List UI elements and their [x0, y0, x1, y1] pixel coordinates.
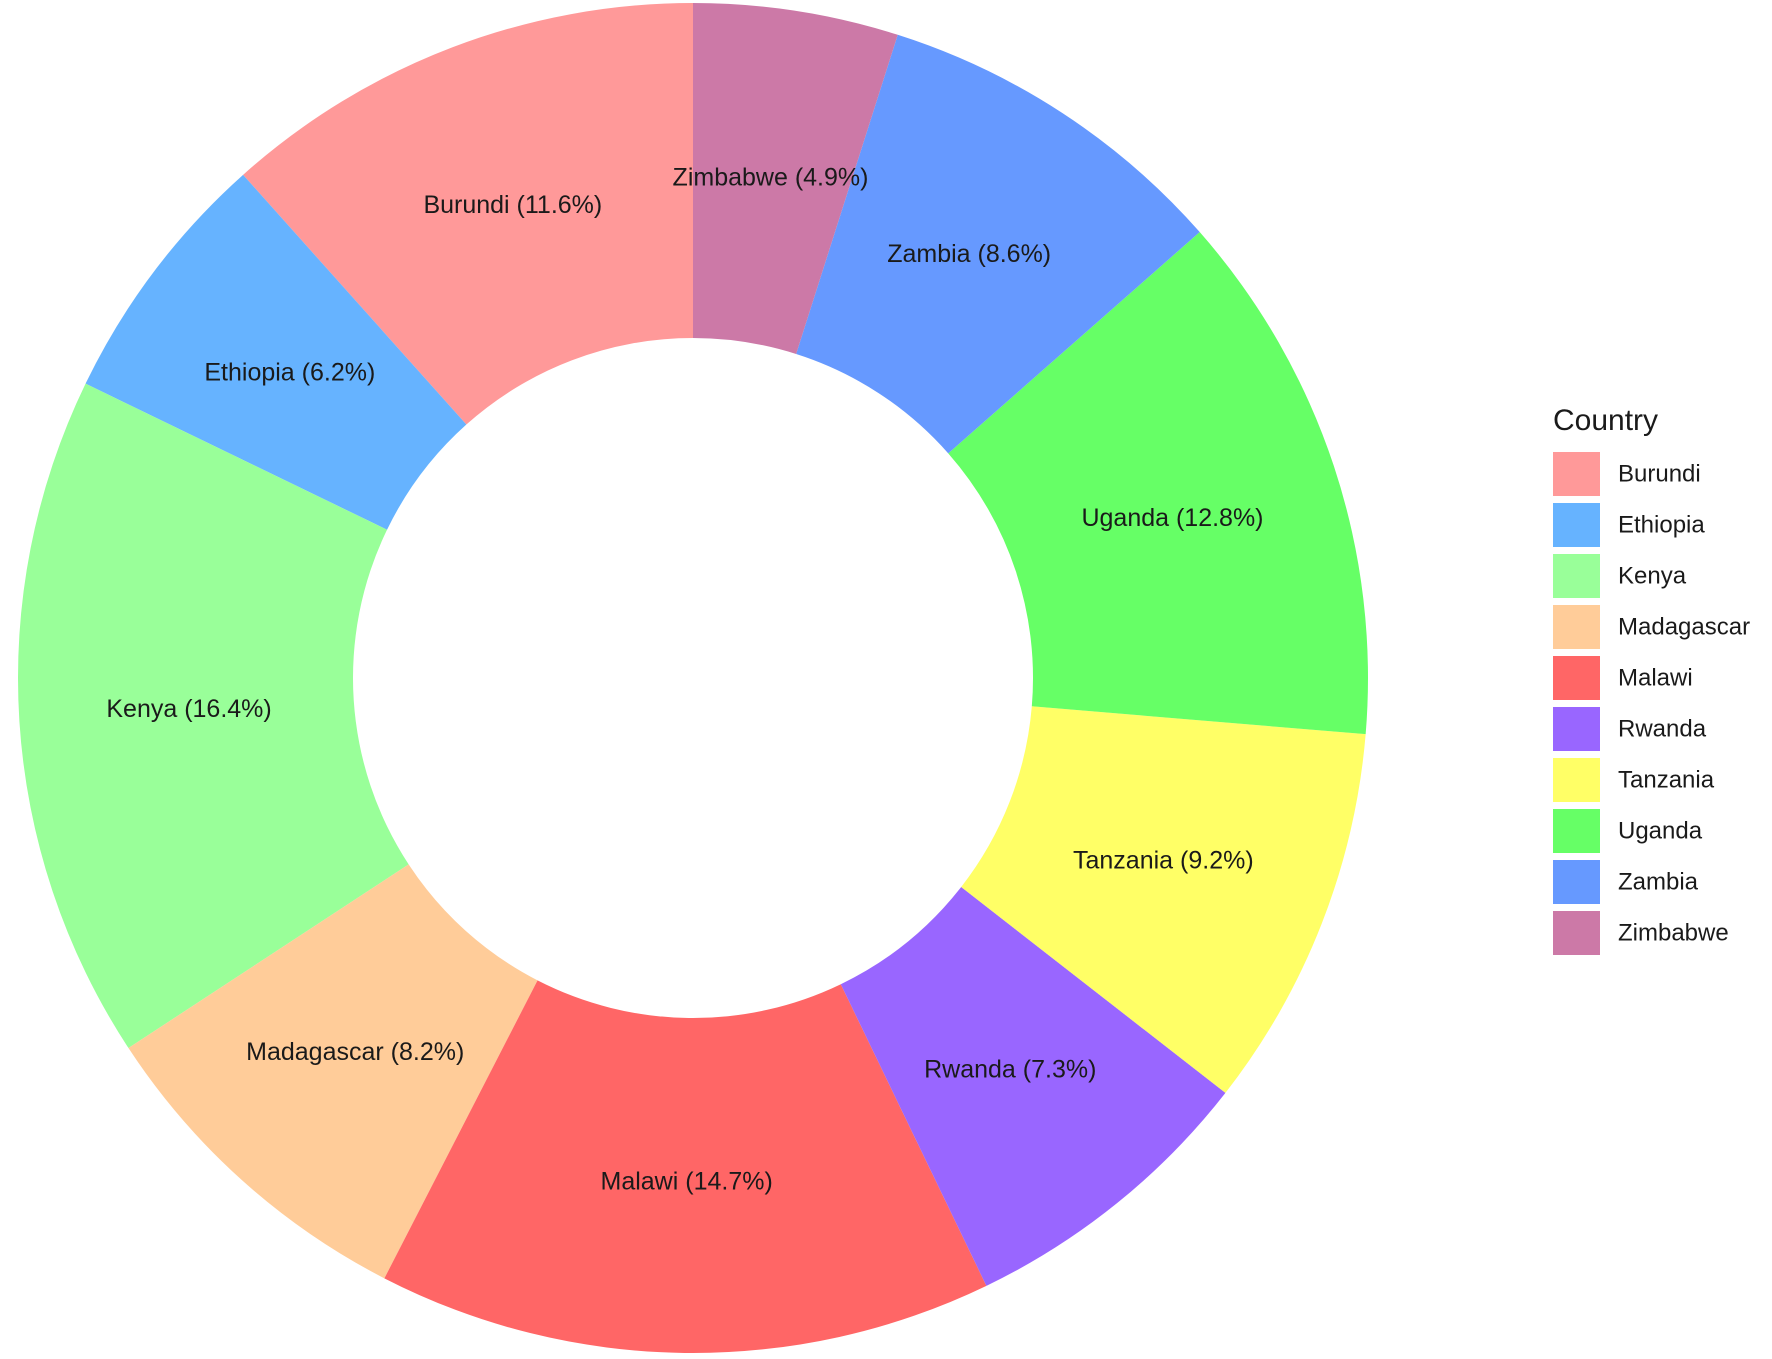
slice — [384, 980, 987, 1353]
legend-label: Rwanda — [1618, 715, 1707, 742]
legend-label: Madagascar — [1618, 613, 1750, 640]
slice — [128, 864, 538, 1279]
slice-label: Burundi (11.6%) — [423, 191, 602, 219]
legend-swatch — [1553, 707, 1600, 751]
legend-swatch — [1553, 911, 1600, 955]
slice — [840, 886, 1226, 1286]
legend-label: Zambia — [1618, 868, 1699, 895]
legend-label: Uganda — [1618, 817, 1703, 844]
legend-label: Tanzania — [1618, 766, 1715, 793]
legend-label: Kenya — [1618, 562, 1687, 589]
donut — [18, 3, 1368, 1353]
slice-label: Rwanda (7.3%) — [924, 1056, 1096, 1084]
legend-swatch — [1553, 503, 1600, 547]
legend-label: Ethiopia — [1618, 511, 1705, 538]
legend-swatch — [1553, 554, 1600, 598]
legend: Country Burundi Ethiopia Kenya Madagascar Ma… — [1553, 404, 1750, 955]
legend-title: Country — [1553, 404, 1658, 437]
slice-label: Zambia (8.6%) — [887, 240, 1051, 268]
slice — [948, 232, 1368, 735]
slice-label: Ethiopia (6.2%) — [204, 359, 375, 387]
legend-swatch — [1553, 758, 1600, 802]
legend-swatch — [1553, 656, 1600, 700]
slice — [796, 34, 1200, 454]
legend-label: Malawi — [1618, 664, 1693, 691]
slice-label: Zimbabwe (4.9%) — [673, 164, 869, 192]
slice — [961, 706, 1366, 1093]
slice — [693, 3, 898, 355]
legend-label: Burundi — [1618, 460, 1701, 487]
legend-swatch — [1553, 452, 1600, 496]
slice — [243, 3, 693, 425]
legend-swatch — [1553, 605, 1600, 649]
legend-swatch — [1553, 860, 1600, 904]
slice-labels: Burundi (11.6%) Ethiopia (6.2%) Kenya (16.… — [106, 164, 1263, 1196]
slice-label: Uganda (12.8%) — [1081, 504, 1263, 532]
slice — [18, 383, 409, 1049]
slice — [85, 174, 467, 530]
slice-label: Madagascar (8.2%) — [246, 1038, 464, 1066]
slice-label: Malawi (14.7%) — [601, 1168, 773, 1196]
slice-label: Kenya (16.4%) — [106, 695, 271, 723]
legend-swatch — [1553, 809, 1600, 853]
slice-label: Tanzania (9.2%) — [1073, 846, 1254, 874]
legend-label: Zimbabwe — [1618, 919, 1729, 946]
